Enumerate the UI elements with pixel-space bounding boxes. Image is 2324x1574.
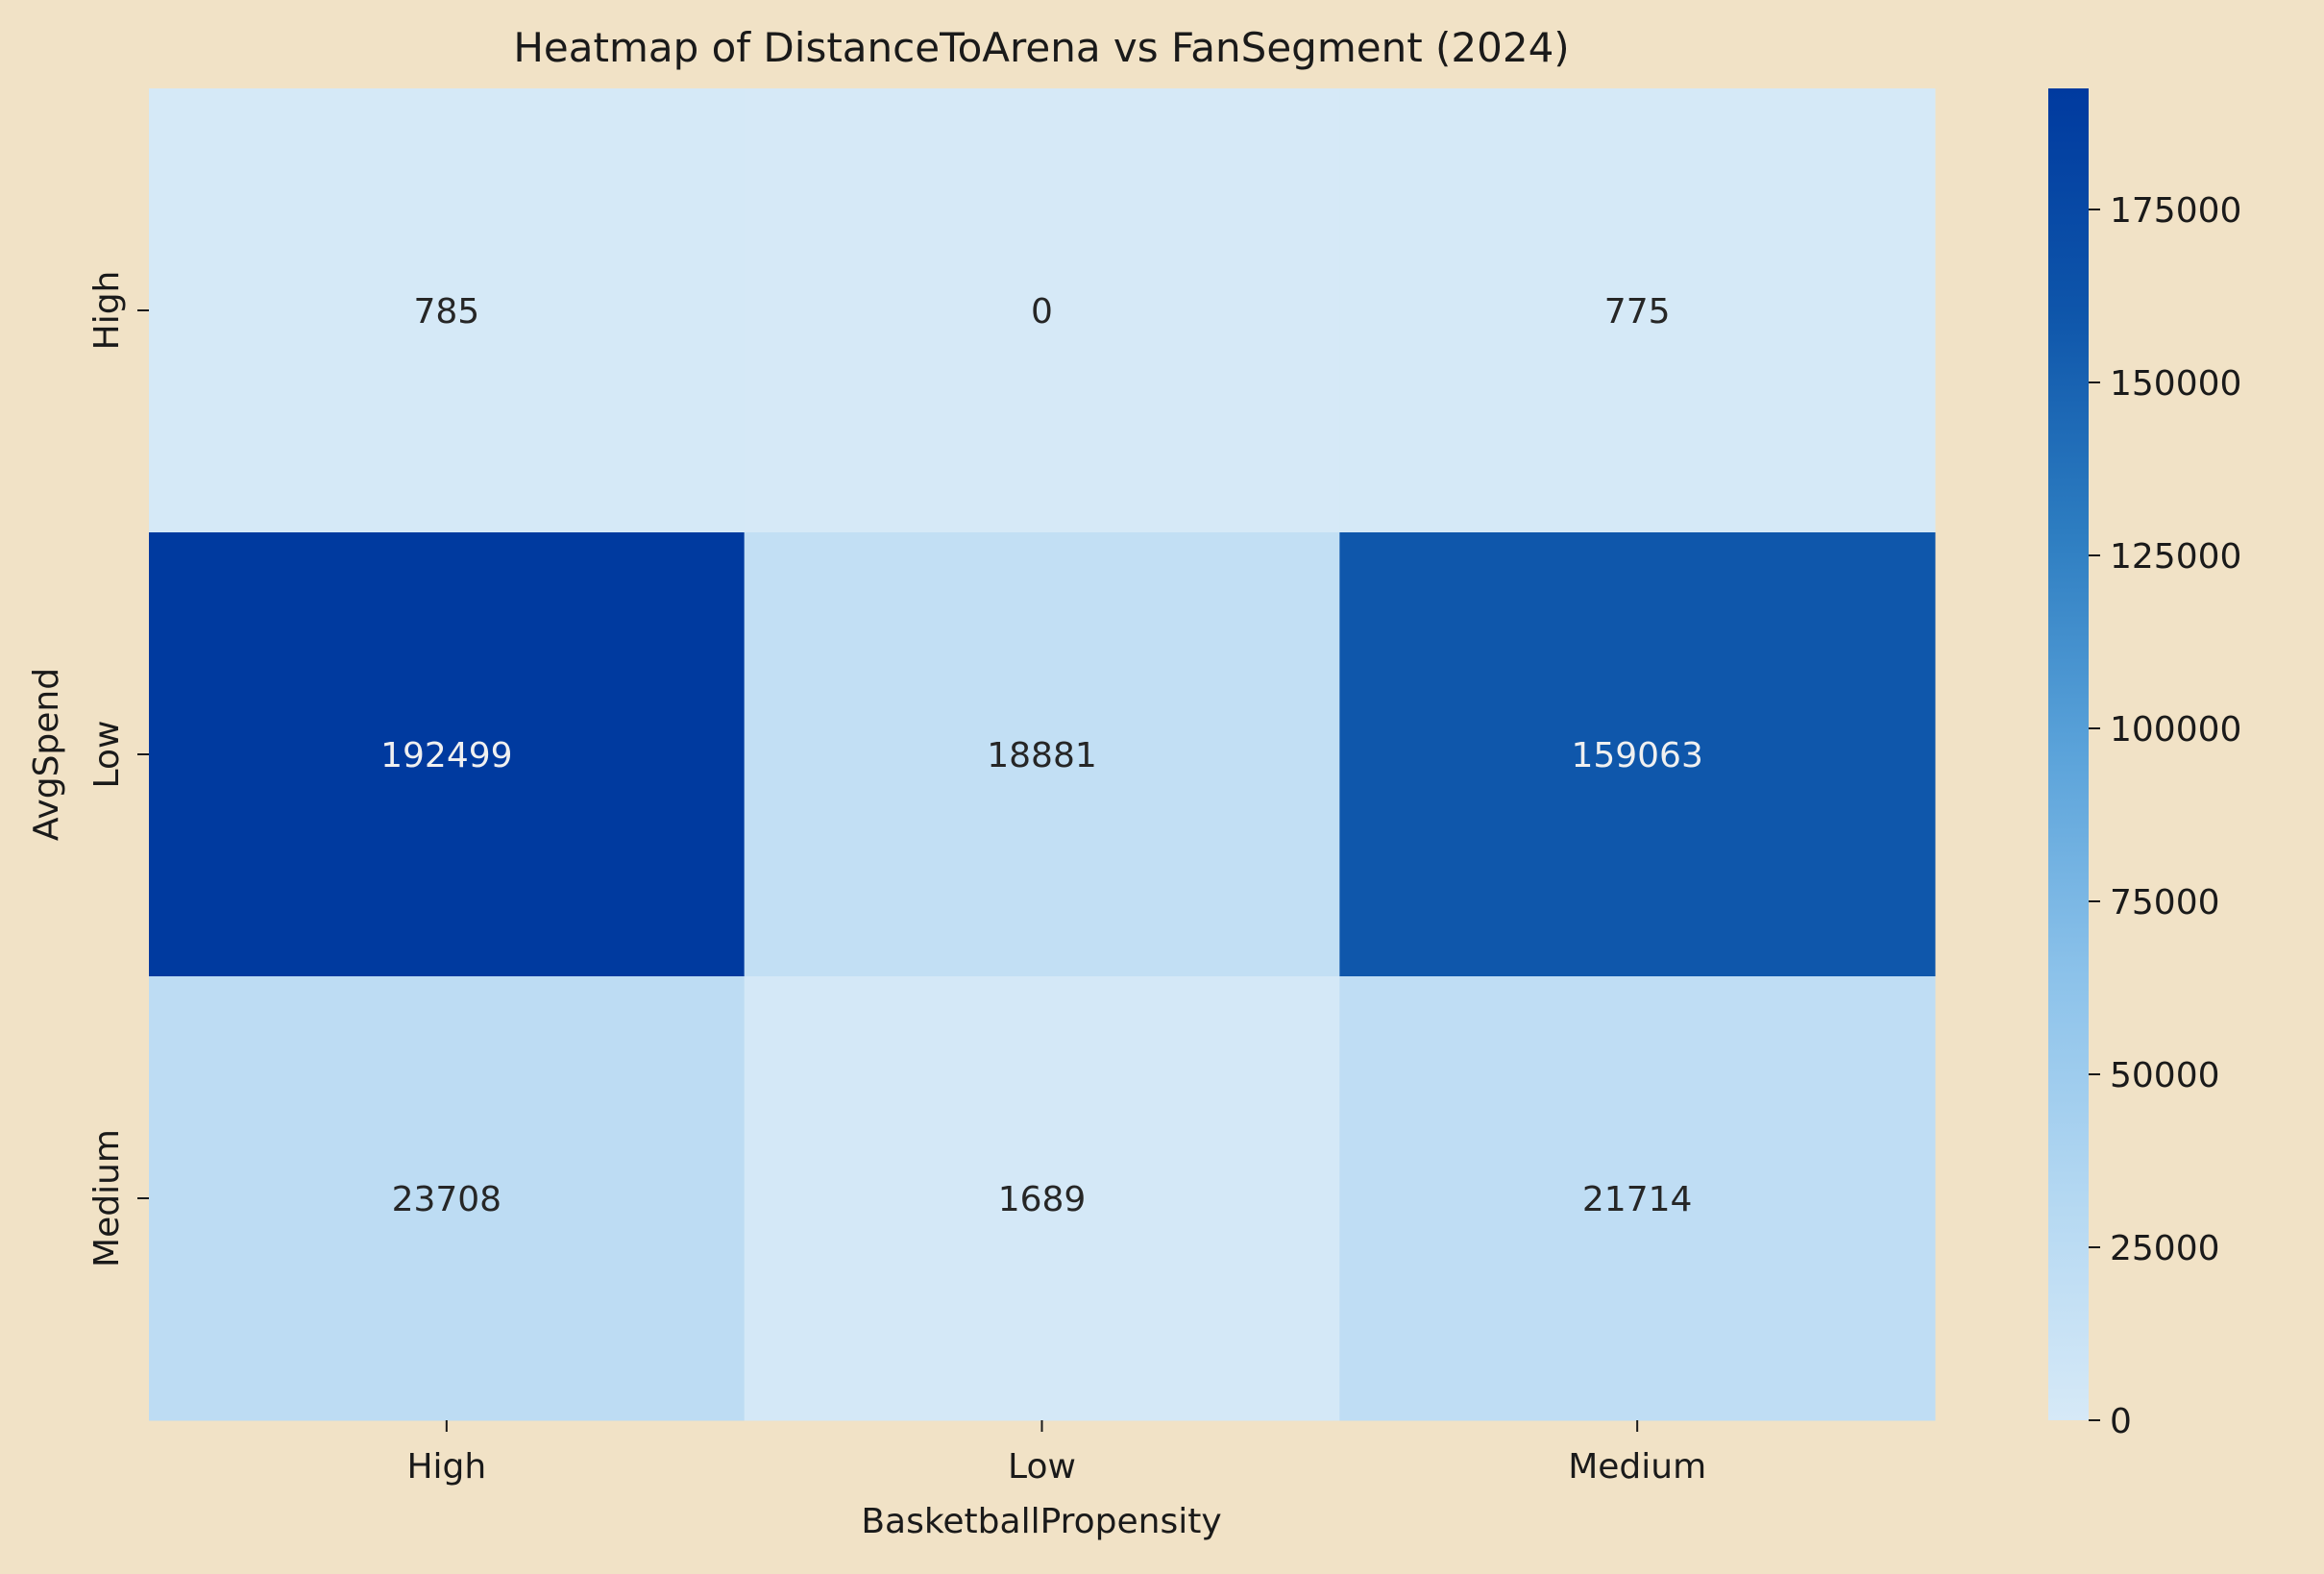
heatmap-cell (744, 976, 1340, 1421)
cell-value-label: 785 (413, 292, 479, 332)
cell-value-label: 159063 (1571, 736, 1702, 775)
x-tick-label: High (406, 1447, 486, 1487)
colorbar-tick-label: 125000 (2110, 537, 2241, 577)
cell-value-label: 21714 (1582, 1180, 1693, 1219)
colorbar-tick-label: 100000 (2110, 710, 2241, 750)
colorbar-tick-label: 175000 (2110, 191, 2241, 231)
cell-value-label: 0 (1031, 292, 1053, 332)
heatmap-cells (149, 88, 1936, 1421)
heatmap-annotations: 785 0 775 192499 18881 159063 23708 1689 21714 (380, 292, 1703, 1219)
cell-value-label: 23708 (392, 1180, 502, 1219)
colorbar-gradient (2048, 88, 2089, 1420)
colorbar-ticks: 0 25000 50000 75000 100000 125000 150000 175000 (2089, 191, 2241, 1441)
cell-value-label: 192499 (380, 736, 512, 775)
x-tick-label: Low (1008, 1447, 1076, 1487)
heatmap-cell (1339, 88, 1936, 533)
cell-value-label: 18881 (987, 736, 1097, 775)
heatmap-cell (149, 976, 746, 1421)
y-tick-label: Low (87, 721, 127, 789)
chart-title: Heatmap of DistanceToArena vs FanSegment… (513, 24, 1569, 71)
heatmap-cell (149, 88, 746, 533)
colorbar-tick-label: 0 (2110, 1402, 2132, 1441)
colorbar: 0 25000 50000 75000 100000 125000 150000 175000 (2048, 88, 2241, 1441)
heatmap-cell (1339, 532, 1936, 977)
colorbar-tick-label: 75000 (2110, 883, 2220, 922)
cell-value-label: 775 (1604, 292, 1671, 332)
y-tick-label: High (87, 271, 127, 351)
heatmap-cell (744, 532, 1340, 977)
heatmap-cell (744, 88, 1340, 533)
x-axis: High Low Medium (406, 1420, 1706, 1487)
y-axis-label: AvgSpend (27, 668, 66, 841)
heatmap-cell (1339, 976, 1936, 1421)
x-tick-label: Medium (1568, 1447, 1706, 1487)
x-axis-label: BasketballPropensity (861, 1502, 1221, 1541)
cell-value-label: 1689 (998, 1180, 1087, 1219)
colorbar-tick-label: 50000 (2110, 1056, 2220, 1095)
colorbar-tick-label: 25000 (2110, 1229, 2220, 1268)
y-tick-label: Medium (87, 1129, 127, 1267)
y-axis: High Low Medium (87, 271, 149, 1267)
heatmap-cell (149, 532, 746, 977)
colorbar-tick-label: 150000 (2110, 364, 2241, 404)
